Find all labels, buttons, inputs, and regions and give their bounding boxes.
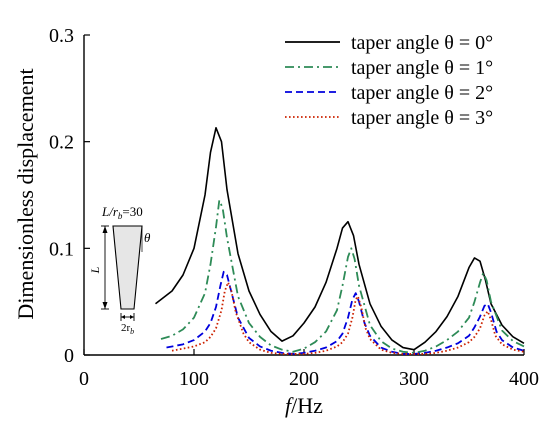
y-axis-label: Dimensionless displacement <box>13 68 38 319</box>
y-tick-label: 0 <box>64 345 74 367</box>
x-tick-label: 400 <box>509 368 539 390</box>
legend-label-1: taper angle θ = 1° <box>351 57 493 79</box>
x-tick-label: 200 <box>289 368 319 390</box>
x-tick-label: 100 <box>179 368 209 390</box>
inset-angle-label: θ <box>144 230 151 245</box>
inset-ratio-label: L/rb=30 <box>101 204 143 221</box>
legend: taper angle θ = 0° taper angle θ = 1° tape… <box>285 32 493 129</box>
x-axis-label-variable: f <box>285 393 294 418</box>
legend-label-3: taper angle θ = 3° <box>351 107 493 129</box>
series-line-1 <box>160 199 525 354</box>
x-ticks: 0 100 200 300 400 <box>79 349 539 390</box>
taper-inset: L/rb=30 L θ 2rb <box>88 204 151 336</box>
inset-radius-label: 2rb <box>121 322 134 336</box>
x-axis-label: f/Hz <box>285 393 323 418</box>
y-tick-label: 0.1 <box>49 238 74 260</box>
legend-label-2: taper angle θ = 2° <box>351 82 493 104</box>
series-line-0 <box>155 127 525 351</box>
inset-length-label: L <box>88 266 102 274</box>
series-layer <box>155 127 525 355</box>
x-axis-label-unit: /Hz <box>291 393 323 418</box>
x-tick-label: 0 <box>79 368 89 390</box>
y-tick-label: 0.3 <box>49 25 74 47</box>
legend-label-0: taper angle θ = 0° <box>351 32 493 54</box>
y-ticks: 0 0.1 0.2 0.3 <box>49 25 90 367</box>
y-tick-label: 0.2 <box>49 132 74 154</box>
tapered-bar-shape <box>112 225 143 310</box>
series-line-3 <box>171 281 525 355</box>
x-tick-label: 300 <box>399 368 429 390</box>
series-line-2 <box>166 270 525 355</box>
